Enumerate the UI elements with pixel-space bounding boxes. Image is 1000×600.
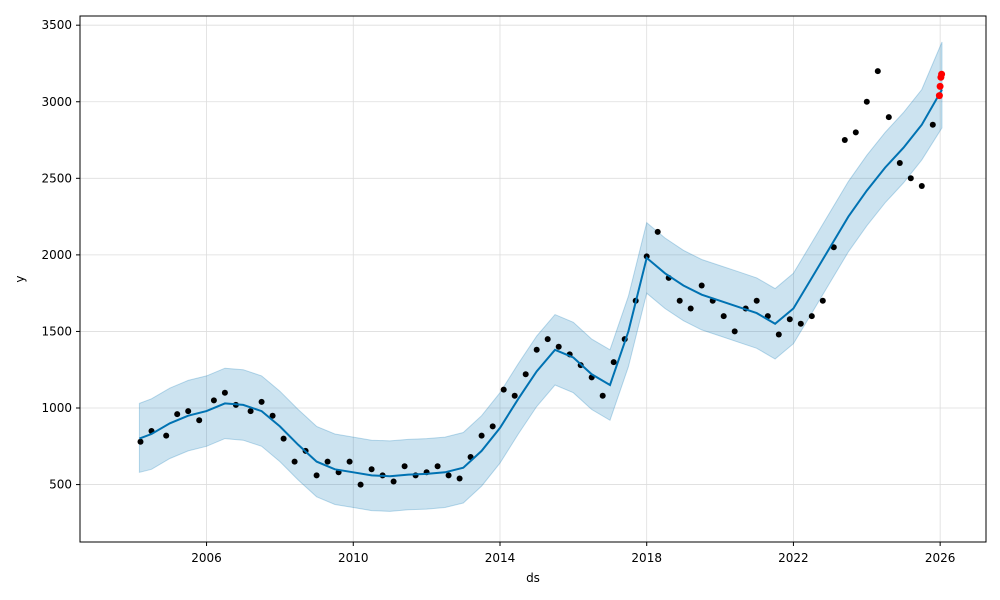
observed-point [346,458,353,465]
observed-point [401,463,408,470]
observed-point [269,412,276,419]
observed-point [210,397,217,404]
observed-point [599,392,606,399]
plot-frame [79,15,987,543]
observed-point [687,305,694,312]
observed-point [698,282,705,289]
observed-point [280,435,287,442]
x-tick-label: 2006 [191,551,222,565]
y-tick-label: 500 [49,478,72,492]
observed-point [874,68,881,75]
observed-point [137,438,144,445]
observed-point [918,183,925,189]
observed-point [500,386,507,393]
x-tick-label: 2018 [631,551,662,565]
observed-point [863,98,870,105]
x-axis-label: ds [526,571,540,585]
observed-point [478,432,485,439]
uncertainty-interval-band [138,41,943,512]
observed-point [163,432,170,439]
observed-point [654,228,661,235]
observed-point [324,458,331,465]
observed-point [291,458,298,465]
observed-point [434,463,441,470]
observed-point [522,371,529,378]
observed-point [731,328,738,335]
future-point [935,92,943,100]
observed-point [357,481,364,488]
observed-point [830,244,837,251]
observed-point [456,475,463,482]
x-tick-label: 2014 [485,551,516,565]
x-tick-label: 2010 [338,551,369,565]
observed-point [720,313,727,320]
x-tick-label: 2022 [778,551,809,565]
observed-point [445,472,452,479]
observed-point [610,359,617,366]
observed-point [797,320,804,327]
observed-point [544,336,551,343]
observed-point [247,408,254,415]
observed-point [907,175,914,182]
grid-lines [80,16,986,542]
future-point [938,70,946,78]
observed-point [533,346,540,353]
observed-point [185,408,192,415]
y-tick-label: 3000 [41,95,72,109]
observed-point [221,389,228,396]
axis-ticks: 2006 2010 2014 2018 2022 2026 500 1000 1500 2000 2… [41,18,955,565]
forecast-line [139,89,943,478]
observed-point [368,466,375,473]
observed-point [819,297,826,304]
observed-point [885,114,892,121]
y-tick-label: 2500 [41,171,72,185]
x-tick-label: 2026 [925,551,956,565]
y-tick-label: 2000 [41,248,72,262]
observed-point [511,392,518,399]
observed-point [489,423,496,430]
observed-point [196,417,203,424]
observed-point [775,331,782,338]
observed-point [786,316,793,323]
observed-point [174,411,181,418]
observed-point [753,297,760,304]
y-tick-label: 3500 [41,18,72,32]
observed-point [808,313,815,320]
observed-point [313,472,320,479]
y-tick-label: 1500 [41,324,72,338]
observed-point [841,137,848,143]
observed-point [896,160,903,166]
y-tick-label: 1000 [41,401,72,415]
observed-point [258,398,265,405]
observed-point [929,121,936,128]
future-points [935,70,946,100]
observed-point [390,478,397,485]
observed-point [852,129,859,136]
future-point [936,82,944,90]
observed-point [555,343,562,350]
observed-point [676,297,683,304]
y-axis-label: y [13,275,27,282]
